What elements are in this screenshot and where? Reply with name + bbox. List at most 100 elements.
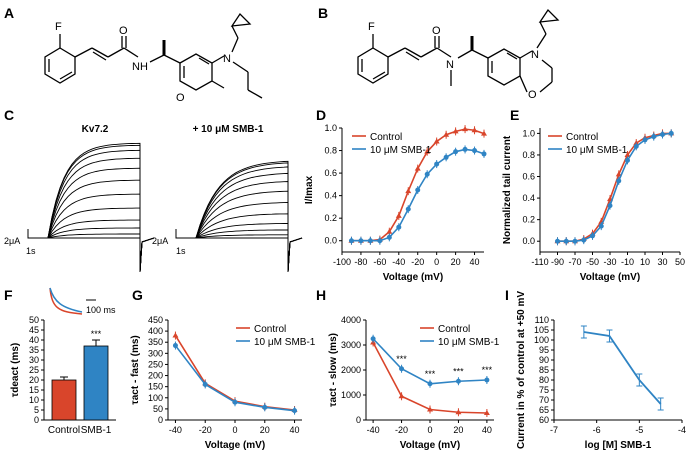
chart-i-x-tick-label: -6 xyxy=(593,425,601,435)
chart-f-y-tick-label: 5 xyxy=(34,405,39,415)
chart-i-fit-line xyxy=(583,331,662,405)
chart-f-ylabel: τdeact (ms) xyxy=(10,343,21,397)
chart-g-y-tick-label: 300 xyxy=(148,348,163,358)
chart-d-legend-label: 10 μM SMB-1 xyxy=(370,145,432,156)
chart-f-bar-smb xyxy=(83,345,109,421)
structure-b: F O N N O xyxy=(357,8,560,101)
chart-d-x-tick-label: -100 xyxy=(333,257,351,267)
chart-e-point-smb xyxy=(660,131,665,137)
panel-label-d: D xyxy=(316,107,326,123)
chart-d-point-control xyxy=(405,188,412,194)
chart-d-point-smb xyxy=(453,149,459,155)
chart-g-y-tick-label: 150 xyxy=(148,382,163,392)
chart-e-point-smb xyxy=(607,203,613,209)
chart-d-x-tick-label: -80 xyxy=(354,257,367,267)
chart-h-xlabel: Voltage (mV) xyxy=(400,440,460,451)
chart-e-y-tick-label: 0.2 xyxy=(522,215,535,225)
deactivation-inset: 100 ms xyxy=(49,287,116,315)
chart-h-y-tick-label: 2000 xyxy=(341,365,361,375)
scale-bar-right xyxy=(175,229,188,239)
chart-g-xlabel: Voltage (mV) xyxy=(205,440,265,451)
chart-f-y-tick-label: 50 xyxy=(29,315,39,325)
trace-smb xyxy=(188,213,303,273)
chart-h-x-tick-label: -40 xyxy=(367,425,380,435)
chart-h-y-tick-label: 4000 xyxy=(341,315,361,325)
trace-control xyxy=(40,237,155,273)
chart-i-y-tick-label: 65 xyxy=(539,405,549,415)
chart-h-point-control xyxy=(398,393,405,399)
chart-h-legend-label: 10 μM SMB-1 xyxy=(438,337,500,348)
chart-f-y-tick-label: 35 xyxy=(29,345,39,355)
trace-control xyxy=(40,227,155,273)
chart-f-y-tick-label: 0 xyxy=(34,415,39,425)
chart-f-y-tick-label: 10 xyxy=(29,395,39,405)
trace-control xyxy=(40,219,155,273)
trace-smb xyxy=(188,202,303,273)
inset-trace-smb xyxy=(49,287,83,313)
chart-d-point-control xyxy=(443,131,450,137)
chart-h-x-tick-label: -20 xyxy=(395,425,408,435)
chart-e-x-tick-label: 50 xyxy=(675,257,685,267)
chart-g-x-tick-label: 0 xyxy=(232,425,237,435)
chart-e-point-smb xyxy=(555,238,560,244)
chart-i-y-tick-label: 85 xyxy=(539,365,549,375)
chart-i-x-tick-label: -5 xyxy=(635,425,643,435)
chart-h-point-control xyxy=(427,406,433,412)
trace-smb xyxy=(188,160,303,273)
chart-h: -40 -20 0 20 40 0 1000 2000 3000 4000 Voltage (mV)… xyxy=(328,315,500,451)
panel-label-a: A xyxy=(4,5,14,21)
chart-f-category-label: SMB-1 xyxy=(81,425,112,436)
chart-h-point-smb xyxy=(455,378,461,384)
chart-i-xlabel: log [M] SMB-1 xyxy=(585,440,652,451)
chart-i-y-tick-label: 70 xyxy=(539,395,549,405)
chart-h-ylabel: τact - slow (ms) xyxy=(328,333,339,407)
chart-d-y-tick-label: 0.2 xyxy=(324,213,337,223)
trace-smb xyxy=(188,181,303,273)
chart-d-point-control xyxy=(481,130,487,136)
chart-g-y-tick-label: 400 xyxy=(148,326,163,336)
panel-label-h: H xyxy=(316,287,326,303)
chart-d-point-smb xyxy=(424,171,430,177)
chart-d-point-control xyxy=(462,126,469,132)
chart-d-point-smb xyxy=(377,238,383,244)
chart-i-y-tick-label: 80 xyxy=(539,375,549,385)
atom-o: O xyxy=(119,25,128,37)
structure-a: F O NH O N xyxy=(44,12,263,104)
chart-d-point-smb xyxy=(462,146,468,152)
chart-i-x-tick-label: -7 xyxy=(550,425,558,435)
chart-i-y-tick-label: 95 xyxy=(539,345,549,355)
chart-d-point-control xyxy=(471,127,478,133)
chart-e-point-smb xyxy=(563,238,569,244)
panel-label-c: C xyxy=(4,107,14,123)
chart-i-x-tick-label: -4 xyxy=(678,425,686,435)
chart-d-point-smb xyxy=(396,224,402,230)
trace-smb xyxy=(188,172,303,273)
chart-e-legend-label: 10 μM SMB-1 xyxy=(566,145,628,156)
chart-g-y-tick-label: 100 xyxy=(148,393,163,403)
chart-g-x-tick-label: 40 xyxy=(290,425,300,435)
chart-d-point-smb xyxy=(481,151,487,157)
chart-g: -40 -20 0 20 40050100150200250300350400450Vo… xyxy=(130,315,316,451)
panel-label-i: I xyxy=(505,287,509,303)
chart-h-point-smb xyxy=(484,377,490,383)
chart-e-x-tick-label: -110 xyxy=(531,257,548,267)
atom-n-amide-b: N xyxy=(446,59,454,71)
chart-h-point-smb xyxy=(399,366,405,372)
chart-d-y-tick-label: 1.0 xyxy=(324,123,337,133)
chart-d-point-smb xyxy=(386,234,392,240)
chart-g-x-tick-label: -20 xyxy=(199,425,212,435)
scale-y-right: 2μA xyxy=(152,236,168,246)
chart-e-x-tick-label: 10 xyxy=(640,257,650,267)
chart-h-x-tick-label: 20 xyxy=(453,425,463,435)
chart-h-point-smb xyxy=(370,336,376,342)
chart-e-y-tick-label: 0.8 xyxy=(522,150,535,160)
panel-label-f: F xyxy=(4,287,13,303)
chart-f-y-tick-label: 45 xyxy=(29,325,39,335)
chart-d-y-tick-label: 0.6 xyxy=(324,168,337,178)
chart-e-x-tick-label: -90 xyxy=(551,257,564,267)
trace-control xyxy=(40,157,155,273)
chart-g-x-tick-label: -40 xyxy=(169,425,182,435)
chart-h-x-tick-label: 40 xyxy=(482,425,492,435)
chart-e-x-tick-label: -10 xyxy=(621,257,634,267)
atom-o-ring: O xyxy=(176,92,185,104)
